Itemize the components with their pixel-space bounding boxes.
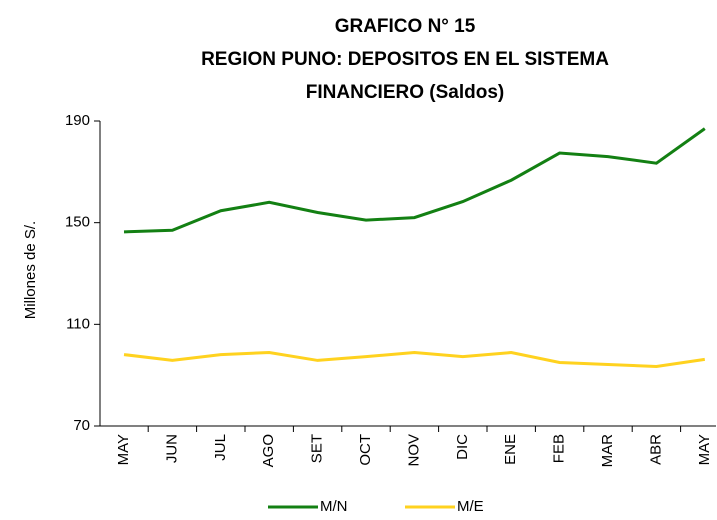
x-tick-label: JUN [163, 434, 180, 463]
legend-label: M/N [320, 498, 348, 515]
x-tick-label: ABR [647, 434, 664, 465]
y-tick-label: 110 [66, 315, 90, 332]
y-axis-label: Millones de S/. [22, 221, 39, 319]
y-tick-label: 190 [65, 112, 90, 129]
chart-title: REGION PUNO: DEPOSITOS EN EL SISTEMA [201, 49, 609, 70]
x-tick-label: FEB [551, 434, 568, 463]
chart-title: GRAFICO N° 15 [335, 16, 476, 37]
chart-title: FINANCIERO (Saldos) [306, 82, 504, 103]
x-tick-label: SET [309, 434, 326, 463]
y-tick-label: 70 [73, 417, 90, 434]
x-tick-label: JUL [212, 434, 229, 461]
line-series [123, 127, 706, 234]
x-tick-label: AGO [260, 434, 277, 467]
x-tick-label: DIC [454, 434, 471, 460]
x-tick-label: MAY [115, 434, 132, 465]
x-tick-label: MAY [696, 434, 713, 465]
line-series [123, 351, 706, 369]
legend-label: M/E [457, 498, 484, 515]
x-tick-label: ENE [502, 434, 519, 465]
y-tick-label: 150 [65, 214, 90, 231]
x-tick-label: OCT [357, 434, 374, 466]
x-tick-label: NOV [405, 434, 422, 467]
x-tick-label: MAR [599, 434, 616, 468]
